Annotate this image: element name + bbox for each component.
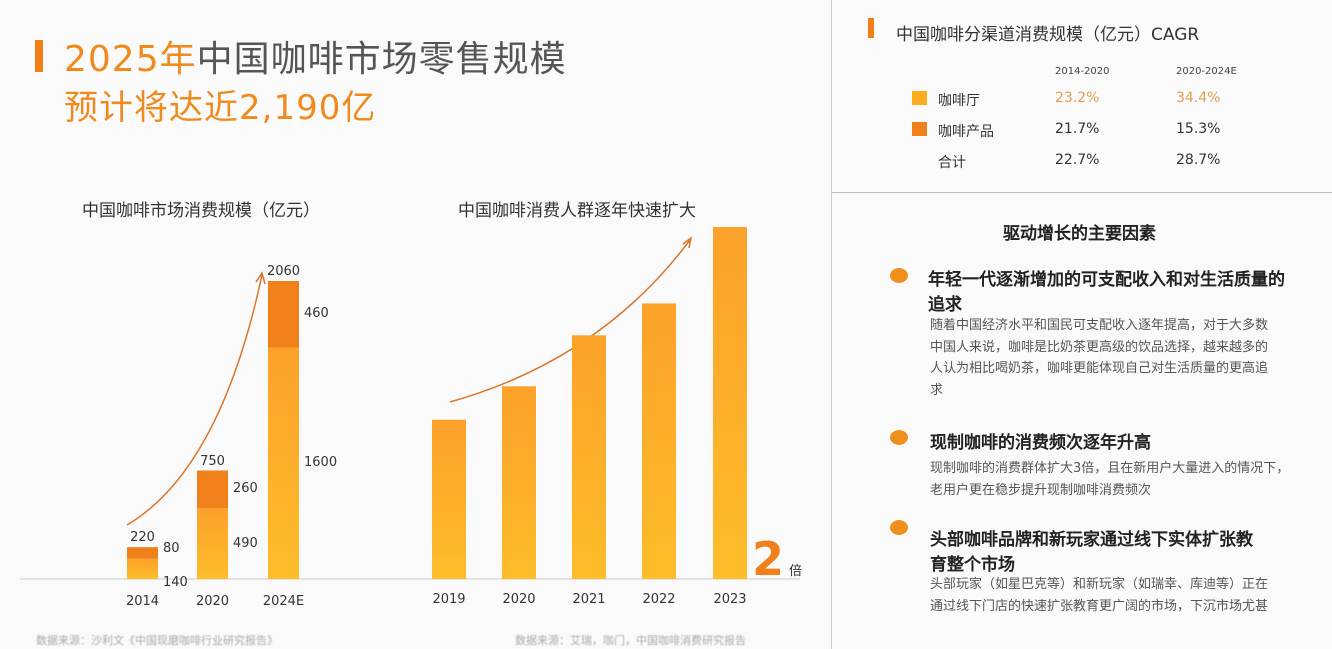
cagr-value: 34.4% [1176, 90, 1221, 106]
bullet-dot-icon [890, 520, 908, 535]
factors-title: 驱动增长的主要因素 [1003, 224, 1156, 244]
horizontal-divider [832, 192, 1332, 193]
x-tick-label: 2020 [195, 594, 230, 609]
bar-segment-label: 490 [233, 535, 258, 551]
bar [432, 419, 466, 579]
bullet-dot-icon [890, 430, 908, 445]
bar-top-segment [197, 470, 228, 509]
title-accent-bar [35, 40, 43, 72]
cagr-value: 22.7% [1055, 152, 1100, 168]
chart1-title: 中国咖啡市场消费规模（亿元） [82, 201, 320, 221]
source-right: 数据来源：艾瑞，咖门，中国咖啡消费研究报告 [515, 634, 746, 647]
bar-total-label: 750 [200, 453, 225, 469]
cagr-col-1: 2014-2020 [1055, 66, 1110, 77]
cagr-value: 15.3% [1176, 121, 1221, 137]
bar-segment-label: 460 [304, 306, 329, 322]
cagr-value: 21.7% [1055, 121, 1100, 137]
bar-segment-label: 80 [163, 540, 180, 556]
x-tick-label: 2019 [432, 592, 466, 607]
vertical-divider [831, 0, 832, 649]
charts-svg [20, 227, 800, 580]
bar [572, 335, 606, 579]
x-tick-label: 2024E [262, 594, 305, 609]
x-tick-label: 2014 [125, 594, 160, 609]
bar-segment-label: 1600 [304, 455, 338, 471]
x-tick-label: 2021 [572, 592, 606, 607]
x-tick-label: 2020 [502, 592, 536, 607]
cagr-title: 中国咖啡分渠道消费规模（亿元）CAGR [896, 25, 1200, 45]
chart2-title: 中国咖啡消费人群逐年快速扩大 [458, 201, 696, 221]
bar-total-label: 220 [130, 530, 155, 546]
factor-heading-1: 年轻一代逐渐增加的可支配收入和对生活质量的追求 [928, 270, 1285, 315]
bar-base-segment [127, 558, 158, 579]
bar-total-label: 2060 [266, 264, 301, 279]
page-subtitle: 预计将达近2,190亿 [64, 88, 377, 128]
title-rest: 中国咖啡市场零售规模 [196, 39, 567, 80]
bullet-dot-icon [890, 268, 908, 283]
factor-heading-2: 现制咖啡的消费频次逐年升高 [930, 433, 1151, 453]
bar-top-segment [268, 281, 299, 348]
factor-heading-3: 头部咖啡品牌和新玩家通过线下实体扩张教育整个市场 [930, 530, 1253, 575]
x-tick-label: 2023 [713, 592, 747, 607]
arrow-head-2 [682, 236, 693, 249]
cagr-row-label: 合计 [938, 155, 966, 171]
title-year: 2025年 [64, 39, 197, 80]
bar [502, 386, 536, 579]
x-tick-label: 2022 [642, 592, 676, 607]
factor-body-3: 头部玩家（如星巴克等）和新玩家（如瑞幸、库迪等）正在通过线下门店的快速扩张教育更… [930, 577, 1269, 614]
multiplier-unit: 倍 [789, 564, 803, 579]
cagr-col-2: 2020-2024E [1176, 66, 1237, 77]
bar [642, 303, 676, 579]
bar-segment-label: 260 [233, 481, 258, 497]
legend-swatch [912, 122, 927, 136]
cagr-accent-bar [868, 18, 874, 38]
source-left: 数据来源：沙利文《中国现磨咖啡行业研究报告》 [36, 634, 278, 647]
factor-body-1: 随着中国经济水平和国民可支配收入逐年提高，对于大多数中国人来说，咖啡是比奶茶更高… [930, 318, 1269, 398]
page-title: 2025年中国咖啡市场零售规模 [64, 30, 567, 82]
legend-swatch [912, 91, 927, 105]
cagr-row-label: 咖啡厅 [938, 93, 980, 109]
bar-base-segment [268, 347, 299, 579]
cagr-row-label: 咖啡产品 [938, 124, 994, 140]
bar [713, 227, 747, 579]
cagr-value: 28.7% [1176, 152, 1221, 168]
cagr-value: 23.2% [1055, 90, 1100, 106]
factor-body-2: 现制咖啡的消费群体扩大3倍，且在新用户大量进入的情况下，老用户更在稳步提升现制咖… [930, 461, 1290, 498]
bar-base-segment [197, 508, 228, 579]
arrow-head-1 [255, 271, 266, 285]
multiplier-value: 2 [752, 532, 785, 586]
bar-segment-label: 140 [163, 574, 188, 590]
trend-arrow-1 [126, 274, 263, 526]
bar-top-segment [127, 547, 158, 559]
